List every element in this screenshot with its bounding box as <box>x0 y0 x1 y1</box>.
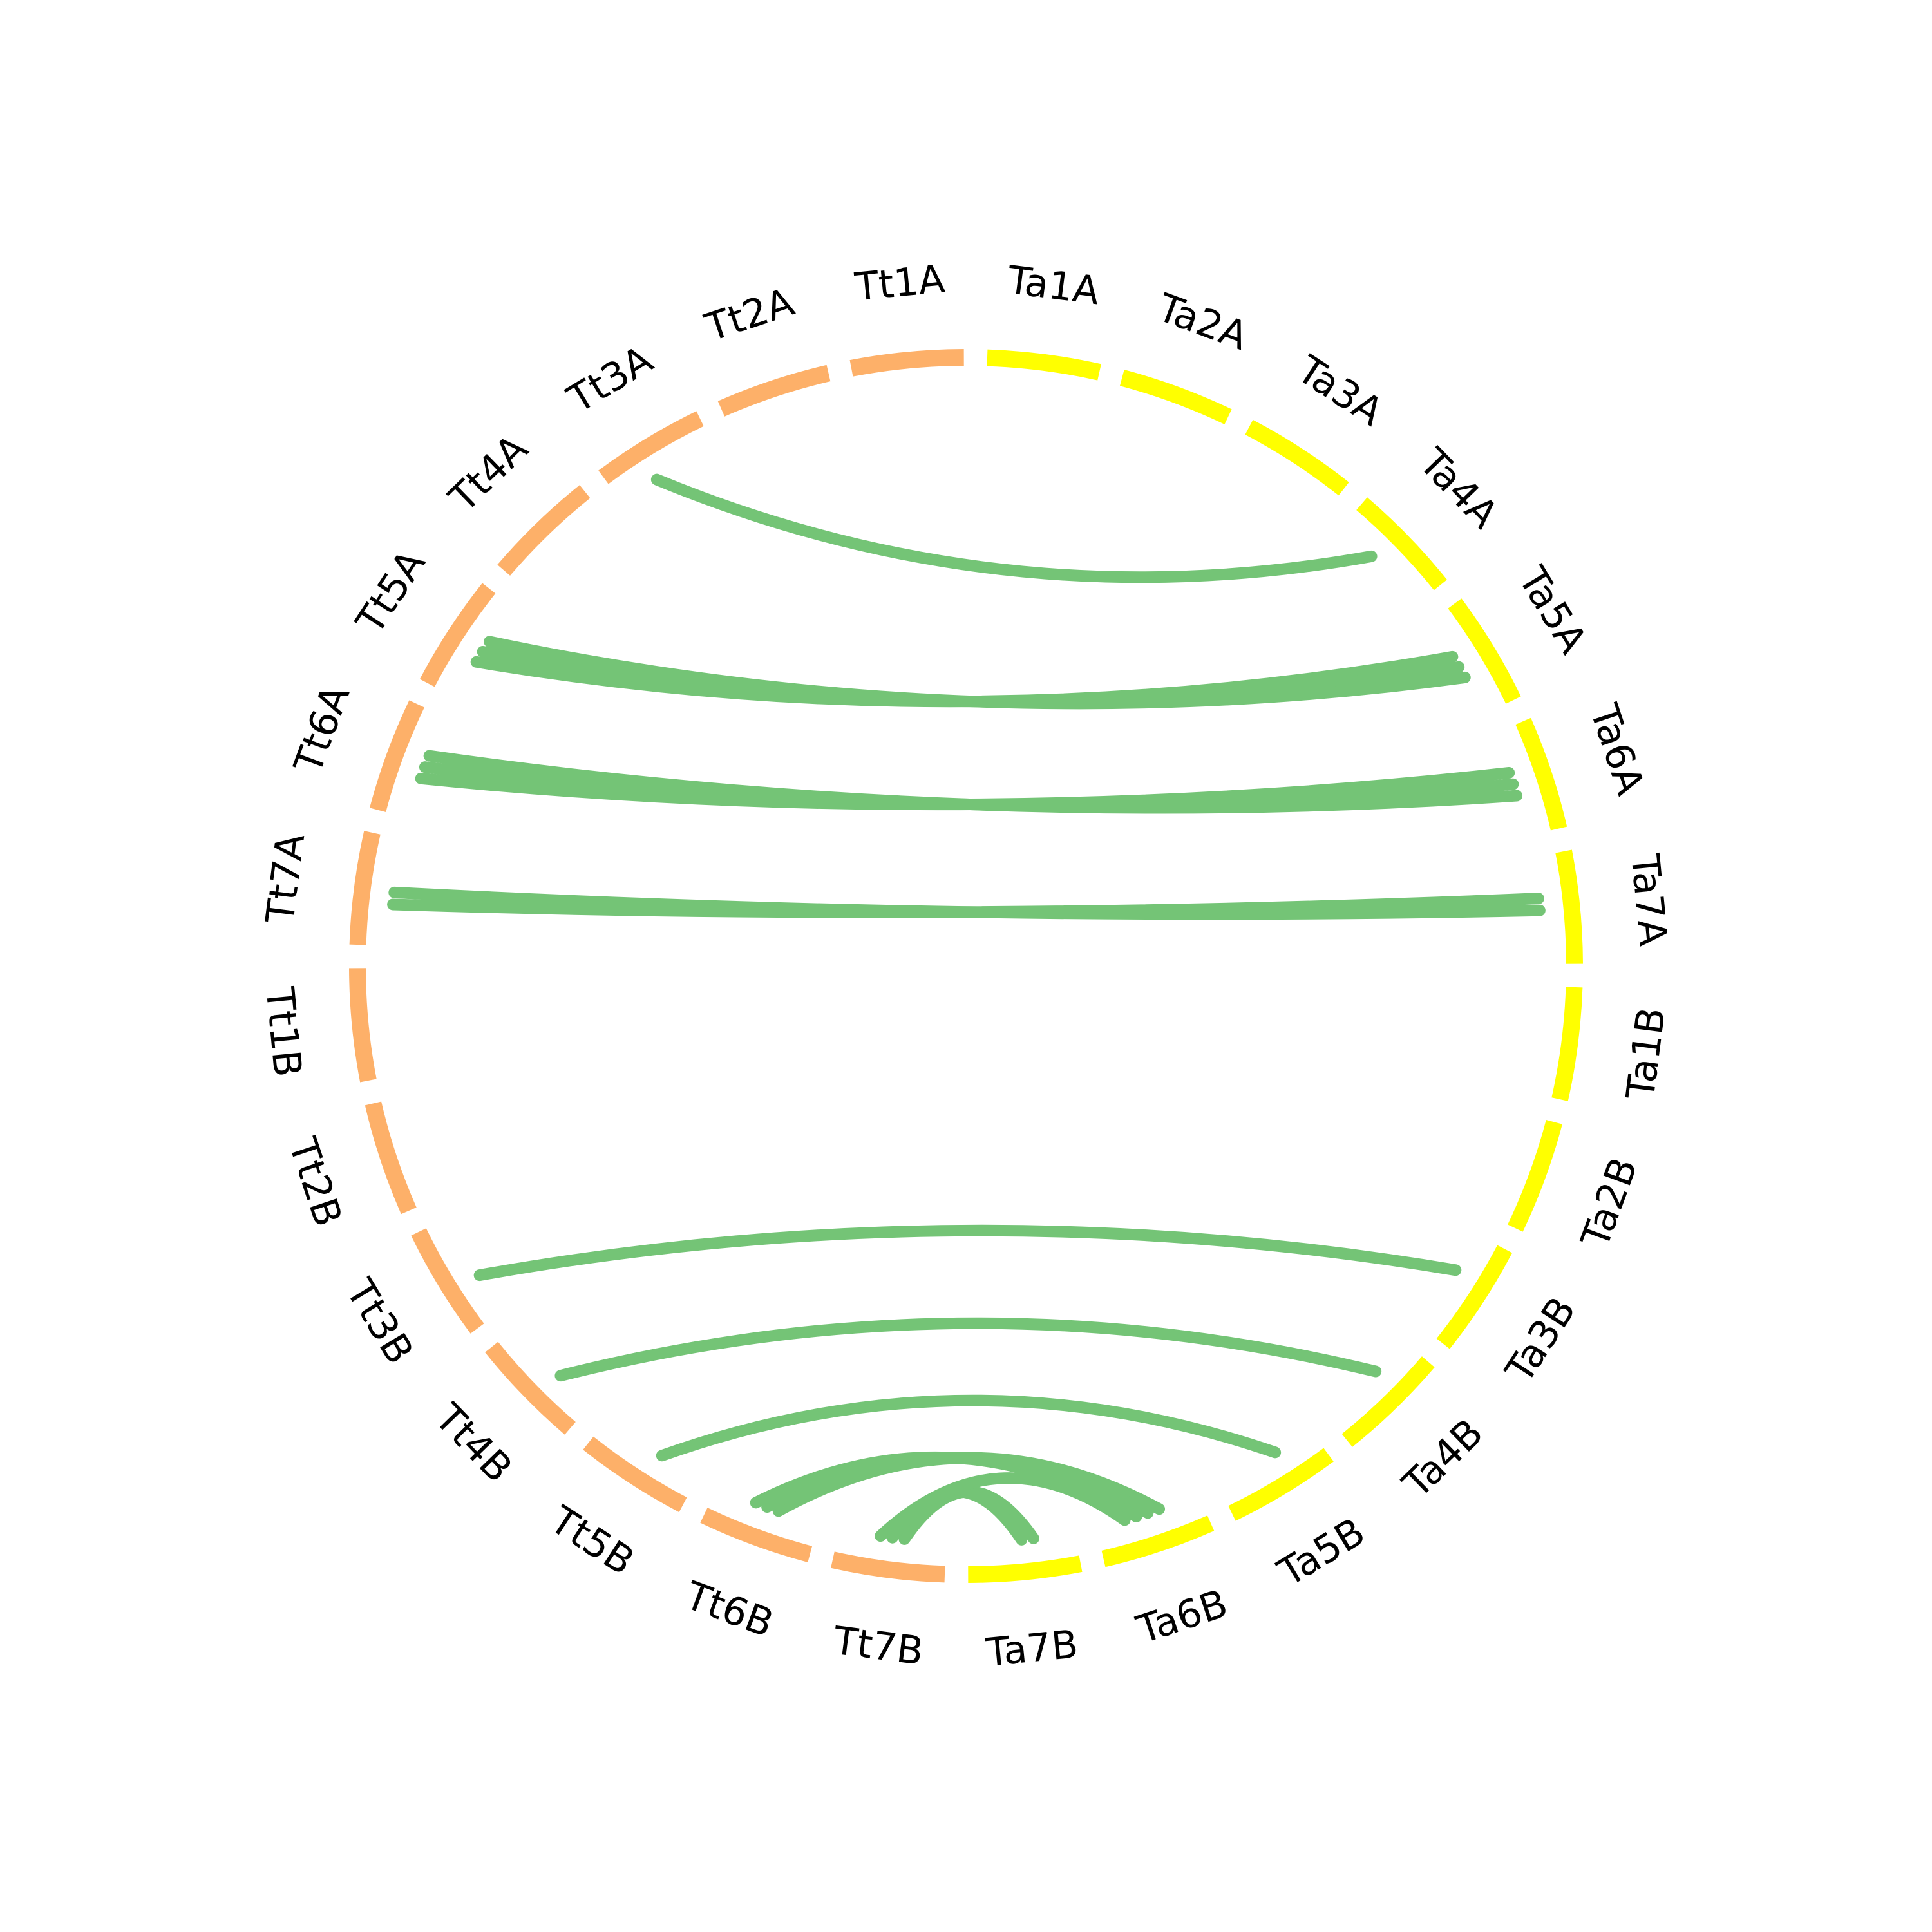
chromosome-segment-ta3a <box>1245 419 1349 496</box>
label-tt1a: Tt1A <box>853 256 947 310</box>
label-tt6a: Tt6A <box>285 679 359 780</box>
link-tt7b-ta6b <box>875 1472 1131 1542</box>
label-ta7b: Ta7B <box>983 1622 1080 1676</box>
chromosome-segment-tt3a <box>598 411 704 484</box>
label-tt1b: Tt1B <box>256 985 310 1079</box>
chromosome-segment-tt6a <box>370 700 424 813</box>
chromosome-segment-tt5a <box>419 583 496 687</box>
chromosome-segment-ta4b <box>1341 1356 1435 1447</box>
chromosome-segment-ta1b <box>1551 987 1583 1101</box>
chromosome-segment-tt2a <box>717 365 831 417</box>
label-tt4a: Tt4A <box>440 426 537 522</box>
label-ta6b: Ta6B <box>1131 1581 1233 1653</box>
link-tt3a-ta4a <box>650 473 1378 583</box>
chromosome-segment-tt7a <box>349 831 381 945</box>
chromosome-segment-tt1a <box>849 349 964 377</box>
label-tt3a: Tt3A <box>560 337 660 422</box>
synteny-links <box>387 473 1546 1546</box>
chromosome-segment-ta2b <box>1508 1119 1562 1232</box>
chromosome-segment-ta6a <box>1515 717 1567 831</box>
chromosome-segment-tt5b <box>583 1436 687 1513</box>
label-ta1a: Ta1A <box>1005 258 1102 314</box>
label-ta3b: Ta3B <box>1497 1289 1585 1392</box>
chromosome-segment-ta5b <box>1228 1448 1334 1521</box>
chromosome-segment-tt6b <box>700 1508 813 1562</box>
label-ta1b: Ta1B <box>1618 1005 1674 1103</box>
label-ta4a: Ta4A <box>1410 440 1506 538</box>
label-ta2a: Ta2A <box>1151 285 1254 359</box>
chromosome-segment-ta1a <box>987 349 1101 381</box>
label-ta7a: Ta7A <box>1622 851 1676 948</box>
link-tt5b-ta5b <box>656 1394 1282 1462</box>
label-ta3a: Ta3A <box>1289 346 1391 435</box>
label-tt7b: Tt7B <box>831 1618 926 1674</box>
chromosome-segment-tt7b <box>831 1551 945 1583</box>
chromosome-segment-tt2b <box>365 1101 417 1215</box>
label-tt5a: Tt5A <box>347 542 434 643</box>
label-tt6b: Tt6B <box>679 1573 779 1646</box>
label-tt4b: Tt4B <box>426 1395 521 1492</box>
chromosome-segment-ta7b <box>968 1555 1083 1583</box>
label-ta5a: Ta5A <box>1509 559 1595 661</box>
chromosome-segment-tt4a <box>497 485 591 576</box>
label-tt5b: Tt5B <box>542 1497 642 1584</box>
label-ta4b: Ta4B <box>1394 1410 1492 1507</box>
chromosome-segment-tt1b <box>349 968 377 1083</box>
chromosome-ring <box>349 349 1583 1583</box>
label-tt7a: Tt7A <box>258 831 314 927</box>
link-tt6a-ta6a <box>423 750 1523 814</box>
chromosome-segment-ta7a <box>1555 849 1583 964</box>
chromosome-segment-ta2a <box>1119 370 1232 424</box>
label-ta5b: Ta5B <box>1270 1510 1372 1596</box>
link-tt5a-ta5a <box>484 636 1471 710</box>
link-tt4b-ta4b <box>554 1317 1382 1382</box>
label-tt3b: Tt3B <box>337 1271 422 1372</box>
chromosome-segment-ta4a <box>1356 497 1447 591</box>
link-tt3b-ta3b <box>473 1224 1462 1282</box>
chromosome-segment-ta5a <box>1448 598 1521 704</box>
chromosome-segment-ta6b <box>1101 1515 1215 1567</box>
label-ta6a: Ta6A <box>1581 698 1653 800</box>
label-ta2b: Ta2B <box>1573 1151 1647 1254</box>
label-tt2a: Tt2A <box>699 279 799 351</box>
chromosome-segment-tt3b <box>411 1228 484 1334</box>
chromosome-segment-tt4b <box>485 1341 576 1435</box>
label-tt2b: Tt2B <box>279 1132 351 1232</box>
link-tt7a-ta7a <box>388 886 1546 920</box>
chromosome-segment-ta3b <box>1436 1245 1513 1349</box>
